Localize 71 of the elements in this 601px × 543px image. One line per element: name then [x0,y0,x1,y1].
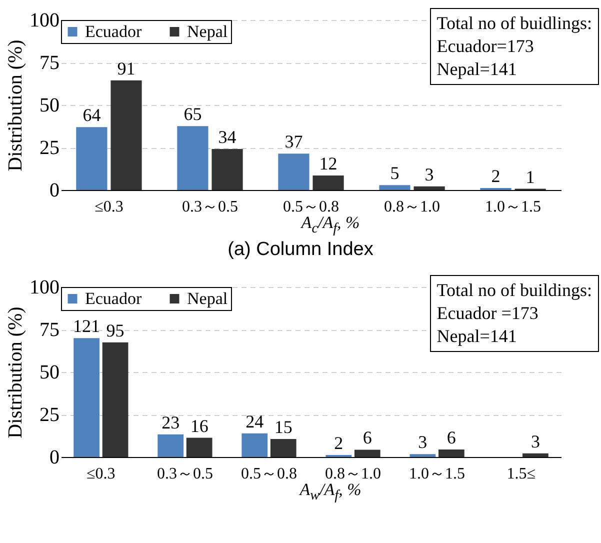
annotation: 2 [491,166,500,186]
bar [354,450,380,458]
y-tick-label: 0 [50,180,60,202]
annotation: 3 [424,164,434,184]
annotation: 37 [284,132,303,152]
bar [102,342,128,458]
annotation: 3 [530,432,540,452]
bar [278,154,310,190]
legend-label: Nepal [187,289,228,308]
annotation: 6 [362,428,372,448]
bar [186,438,212,458]
x-tick-label: 1.5≤ [506,466,536,483]
annotation: 64 [82,105,101,126]
annotation: 23 [162,412,180,433]
x-tick-label: ≤0.3 [94,198,124,216]
annotation: 65 [184,104,202,124]
bar [74,338,100,458]
x-tick-label: ≤0.3 [86,466,116,483]
x-tick-label: 0.8～1.0 [384,198,440,216]
annotation: 16 [190,416,208,436]
y-tick-label: 25 [40,404,60,426]
bar [76,127,108,190]
x-tick-label: 0.5～0.8 [283,198,339,216]
bar [110,80,142,190]
annotation: 91 [117,58,136,78]
annotation: 2 [334,433,344,454]
annotation: 6 [446,428,456,448]
x-tick-label: 0.3～0.5 [156,466,213,483]
y-tick-label: 0 [50,446,60,469]
bar [522,454,548,458]
annotation: 95 [106,320,124,341]
bar [438,450,464,458]
annotation: 12 [319,154,338,174]
legend-label: Ecuador [85,22,142,41]
y-tick-label: 75 [40,52,60,74]
y-tick-label: 75 [40,319,60,342]
x-tick-label: 1.0～1.5 [409,466,466,483]
annotation: Total no of buildings: Ecuador =173 Nepal=141 [430,275,599,352]
bar [158,434,184,458]
bar [410,454,436,458]
annotation: 24 [246,412,264,432]
annotation: 121 [73,316,100,337]
x-axis-title: A$_{w}$/A$_{f}$, % [298,480,362,505]
x-tick-label: 1.0～1.5 [485,198,542,216]
annotation: 3 [418,432,428,452]
y-axis-title: Distribution (%) [4,307,26,439]
y-tick-label: 100 [30,276,60,299]
bar [414,186,445,190]
bar [270,439,296,458]
legend-label: Ecuador [85,289,142,308]
bar [177,126,208,190]
y-tick-label: 50 [40,362,60,384]
y-tick-label: 100 [30,10,60,32]
x-axis-title: A$_{c}$/A$_{f}$, % [299,213,361,238]
x-tick-label: 0.8～1.0 [325,466,382,483]
y-axis-title: Distribution (%) [4,40,26,172]
legend-label: Nepal [187,22,228,41]
bar [312,176,344,190]
annotation: 1 [526,166,535,187]
y-tick-label: 25 [40,137,60,159]
annotation: Total no of buidlings: Ecuador=173 Nepal=141 [430,8,599,85]
bar [212,149,243,190]
text: (a) Column Index [226,239,374,262]
annotation: 34 [218,127,236,148]
annotation: 15 [274,417,292,438]
x-tick-label: 0.3～0.5 [182,198,238,216]
y-tick-label: 50 [40,94,60,116]
bar [242,434,268,458]
bar [379,185,410,190]
annotation: 5 [390,163,400,184]
x-tick-label: 0.5～0.8 [240,466,297,483]
